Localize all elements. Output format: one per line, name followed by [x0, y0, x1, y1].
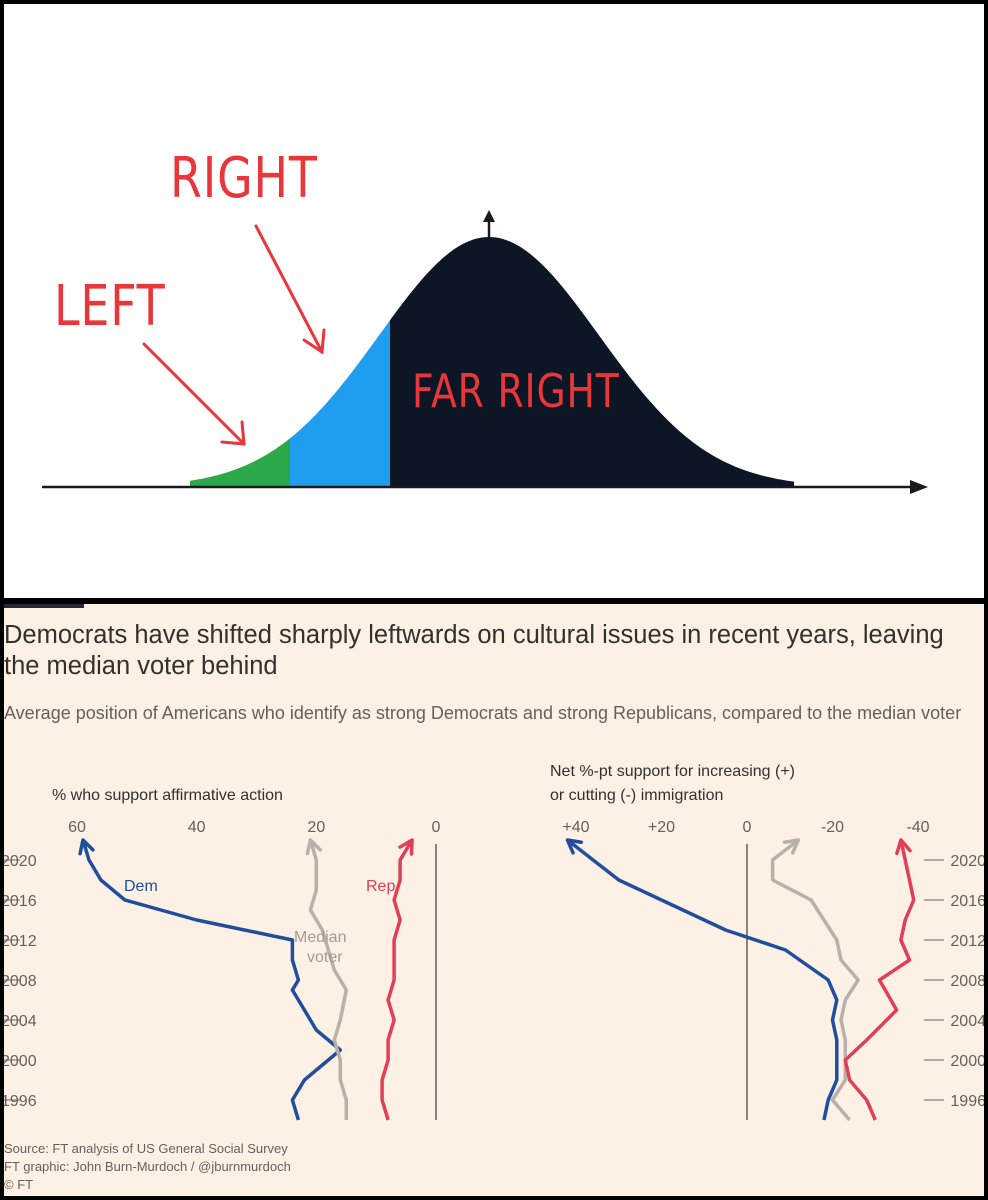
chart1-y-tick-label: 2020 [4, 853, 37, 870]
chart1-y-tick-label: 2004 [4, 1013, 37, 1030]
chart1-x-tick-label: 20 [307, 819, 325, 836]
chart1-dem-line [81, 839, 343, 1121]
chart2-y-tick-label: 2008 [950, 973, 984, 990]
chart1-y-tick-label: 2008 [4, 973, 37, 990]
chart2-median-voter-line [770, 838, 860, 1122]
median-voter-label-line1: Median [294, 929, 346, 946]
bell-curve-meme: RIGHT LEFT FAR RIGHT [4, 4, 984, 598]
chart2-rep-line [843, 839, 916, 1121]
chart1-x-tick-label: 60 [68, 819, 86, 836]
chart2-y-tick-label: 1996 [950, 1093, 984, 1110]
chart1-median-voter-arrowhead [305, 838, 323, 856]
chart2-y-tick-label: 2000 [950, 1053, 984, 1070]
chart1-y-tick-label: 2000 [4, 1053, 37, 1070]
chart1-median-voter-line [308, 839, 349, 1120]
left-segment [190, 237, 290, 487]
peak-arrowhead [483, 210, 495, 222]
chart1-y-tick-label: 1996 [4, 1093, 37, 1110]
median-voter-label-line2: voter [307, 949, 343, 966]
chart2-y-tick-label: 2012 [950, 933, 984, 950]
ft-accent-bar [4, 604, 84, 608]
chart2-x-tick-label: -20 [821, 819, 844, 836]
chart2-y-tick-label: 2020 [950, 853, 984, 870]
right-pointer-arrow [254, 224, 326, 355]
chart1-axis-title: % who support affirmative action [52, 787, 283, 804]
chart2-x-tick-label: -40 [906, 819, 929, 836]
chart1-y-tick-label: 2016 [4, 893, 37, 910]
affirmative-action-chart: 60 40 20 0 2020 2016 2012 2008 2004 2000 1996 [4, 819, 441, 1121]
chart1-x-tick-label: 40 [188, 819, 206, 836]
immigration-chart: +40 +20 0 -20 -40 2020 2016 2012 2008 2004 2000 199… [562, 819, 984, 1122]
right-segment [290, 237, 390, 487]
rep-series-label: Rep [366, 878, 395, 895]
source-line-2: FT graphic: John Burn-Murdoch / @jburnmu… [4, 1159, 291, 1174]
chart2-axis-title-line1: Net %-pt support for increasing (+) [550, 763, 795, 780]
chart1-rep-line [380, 839, 414, 1121]
charts-svg: % who support affirmative action Net %-p… [4, 763, 984, 1122]
chart2-x-tick-label: 0 [743, 819, 752, 836]
dem-series-label: Dem [124, 878, 158, 895]
chart-subtitle: Average position of Americans who identi… [4, 703, 962, 723]
far-right-label: FAR RIGHT [412, 364, 620, 418]
chart2-x-tick-label: +40 [562, 819, 589, 836]
far-right-segment [390, 237, 794, 487]
chart1-dem-arrowhead [78, 838, 95, 856]
chart2-y-tick-label: 2004 [950, 1013, 984, 1030]
chart2-dem-arrowhead [565, 838, 584, 855]
source-line-1: Source: FT analysis of US General Social… [4, 1141, 288, 1156]
chart2-median-voter-arrowhead [782, 838, 801, 855]
left-pointer-arrow [142, 342, 246, 446]
chart-source: Source: FT analysis of US General Social… [4, 1140, 291, 1194]
chart-title: Democrats have shifted sharply leftwards… [4, 621, 944, 680]
chart2-axis-title-line2: or cutting (-) immigration [550, 787, 723, 804]
chart1-rep-arrowhead [398, 838, 414, 856]
left-label: LEFT [54, 274, 166, 339]
chart1-y-tick-label: 2012 [4, 933, 37, 950]
chart2-dem-line [566, 838, 839, 1121]
right-label: RIGHT [170, 146, 318, 211]
x-axis-arrowhead [910, 480, 928, 494]
chart2-y-tick-label: 2016 [950, 893, 984, 910]
bell-curve-graphic [42, 210, 928, 494]
copyright: © FT [4, 1177, 34, 1192]
chart2-rep-arrowhead [895, 838, 912, 856]
chart1-x-tick-label: 0 [432, 819, 441, 836]
ft-chart-panel: Democrats have shifted sharply leftwards… [4, 604, 984, 1196]
chart2-x-tick-label: +20 [648, 819, 675, 836]
